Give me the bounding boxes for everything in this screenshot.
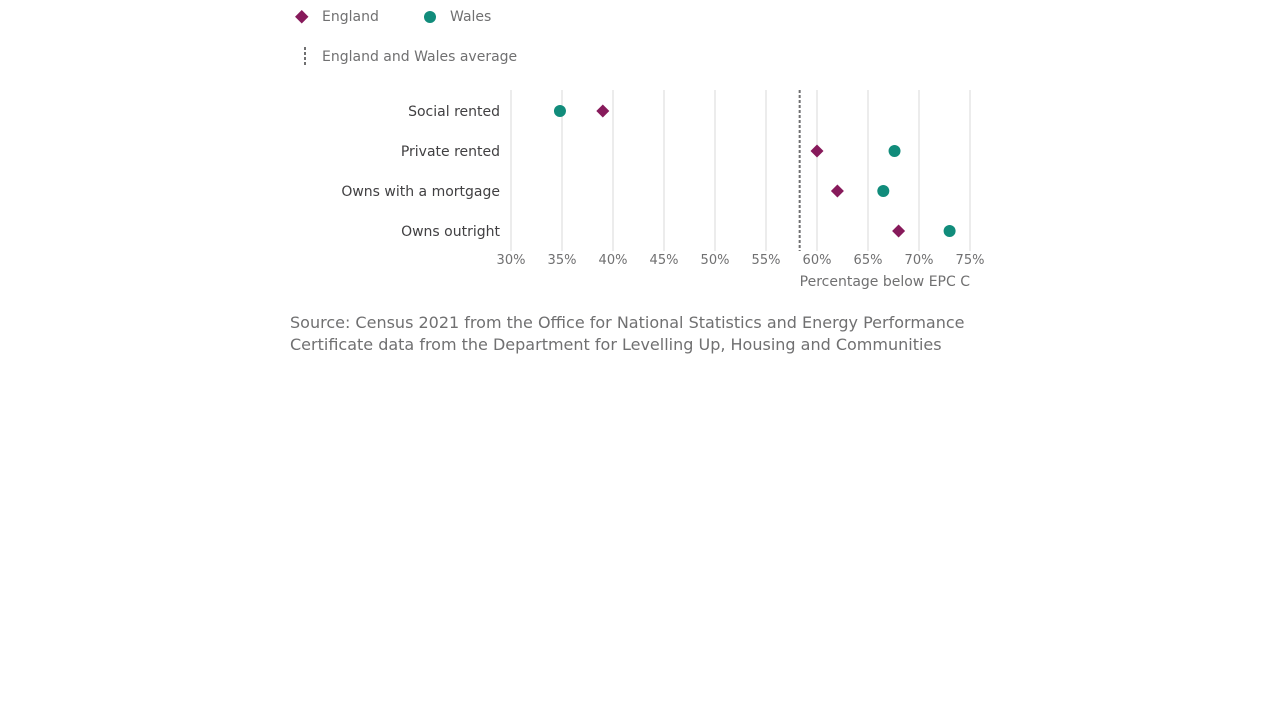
wales-marker — [553, 105, 566, 117]
legend-item-wales: Wales — [418, 7, 491, 27]
dashed-line-icon — [290, 47, 314, 67]
diamond-marker-icon — [290, 7, 314, 27]
wales-marker — [888, 145, 901, 157]
x-tick-label: 65% — [854, 253, 883, 268]
england-marker — [892, 224, 906, 238]
england-marker — [810, 144, 824, 158]
x-tick-label: 70% — [905, 253, 934, 268]
legend-label-wales: Wales — [450, 9, 492, 25]
category-label: Owns outright — [401, 224, 500, 240]
circle-marker-icon — [418, 7, 442, 27]
category-label: Owns with a mortgage — [341, 184, 500, 200]
x-tick-label: 55% — [752, 253, 781, 268]
x-tick-label: 50% — [701, 253, 730, 268]
x-tick-label: 30% — [497, 253, 526, 268]
dot-plot: 30% 35% 40% 45% 50% 55% 60% 65% 70% 75% Percentage… — [341, 90, 985, 290]
england-marker — [830, 184, 844, 198]
x-tick-label: 35% — [548, 253, 577, 268]
chart-legend: England Wales England and Wales average — [290, 0, 790, 80]
category-label: Private rented — [401, 144, 500, 160]
wales-marker — [943, 225, 956, 237]
source-note: Source: Census 2021 from the Office for … — [290, 313, 965, 354]
wales-marker — [877, 185, 890, 197]
x-axis-title: Percentage below EPC C — [800, 274, 971, 290]
england-marker — [596, 104, 610, 118]
x-tick-label: 60% — [803, 253, 832, 268]
x-tick-label: 40% — [599, 253, 628, 268]
legend-label-average: England and Wales average — [322, 49, 518, 65]
legend-item-england: England — [290, 7, 379, 27]
legend-label-england: England — [322, 9, 379, 25]
x-tick-label: 75% — [956, 253, 985, 268]
legend-item-average: England and Wales average — [290, 47, 517, 67]
category-label: Social rented — [408, 104, 500, 120]
x-tick-label: 45% — [650, 253, 679, 268]
